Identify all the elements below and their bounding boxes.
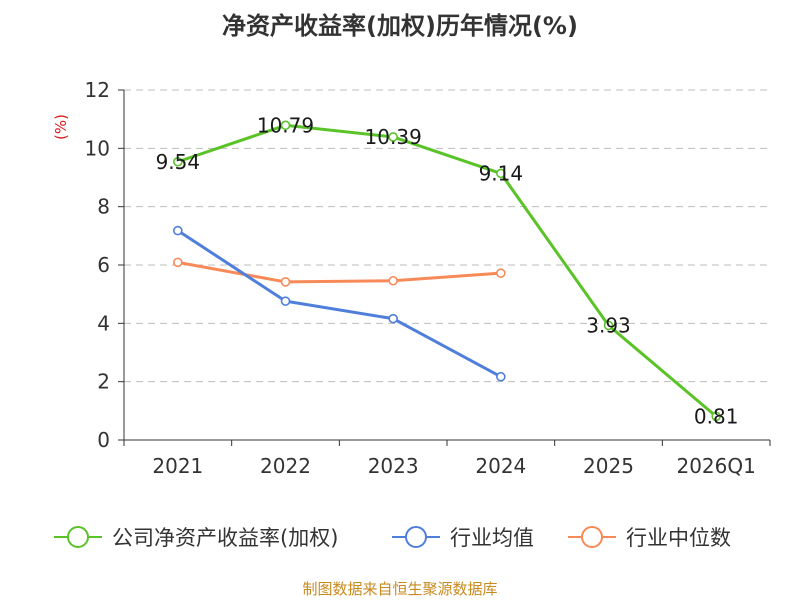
data-point <box>173 257 183 268</box>
legend-marker-1 <box>405 526 427 548</box>
x-tick-label: 2022 <box>260 454 311 478</box>
data-point <box>280 120 291 131</box>
data-point <box>603 320 614 331</box>
data-point <box>496 371 506 382</box>
data-point <box>280 296 291 306</box>
legend-label-0: 公司净资产收益率(加权) <box>112 526 338 550</box>
data-point <box>496 168 506 179</box>
y-tick-label: 2 <box>97 370 110 394</box>
y-tick-label: 4 <box>97 311 110 335</box>
data-point <box>388 132 398 142</box>
data-point <box>173 156 183 167</box>
series-line-0 <box>177 123 718 418</box>
y-tick-label: 0 <box>97 428 110 452</box>
legend[interactable]: 公司净资产收益率(加权) 行业均值 行业中位数 <box>54 526 731 550</box>
x-tick-label: 2025 <box>583 454 634 478</box>
data-labels: 9.54 10.79 10.39 9.14 3.93 0.81 <box>156 113 739 428</box>
x-tick-label: 2024 <box>475 454 526 478</box>
data-label: 9.54 <box>156 150 201 174</box>
y-tick-label: 10 <box>85 136 110 160</box>
data-label: 10.39 <box>365 125 422 149</box>
legend-label-1: 行业均值 <box>450 526 534 550</box>
data-label: 0.81 <box>694 404 739 428</box>
legend-marker-0 <box>67 526 89 548</box>
y-tick-label: 6 <box>97 253 110 277</box>
data-label: 3.93 <box>586 313 631 337</box>
series-line-1 <box>177 229 502 379</box>
data-point <box>711 411 721 422</box>
series-line-2 <box>177 260 501 284</box>
y-tick-label: 12 <box>85 78 110 102</box>
data-label: 10.79 <box>257 113 314 137</box>
source-note: 制图数据来自恒生聚源数据库 <box>302 580 497 598</box>
axes: 0 2 4 6 8 10 12 2021 2022 2023 2024 2025 2026Q1 <box>85 78 771 478</box>
x-tick-label: 2021 <box>152 454 203 478</box>
chart-title: 净资产收益率(加权)历年情况(%) <box>222 12 578 40</box>
x-tick-label: 2023 <box>368 454 419 478</box>
data-point <box>496 268 506 278</box>
series <box>173 120 721 422</box>
legend-label-2: 行业中位数 <box>626 526 731 550</box>
x-tick-label: 2026Q1 <box>676 454 755 478</box>
grid-lines <box>124 89 770 383</box>
y-tick-label: 8 <box>97 195 110 219</box>
data-point <box>388 275 398 286</box>
data-point <box>280 277 291 287</box>
legend-marker-2 <box>581 526 603 548</box>
data-point <box>388 313 398 324</box>
data-label: 9.14 <box>479 161 524 185</box>
data-point <box>173 225 183 236</box>
y-axis-label: (%) <box>52 114 70 140</box>
